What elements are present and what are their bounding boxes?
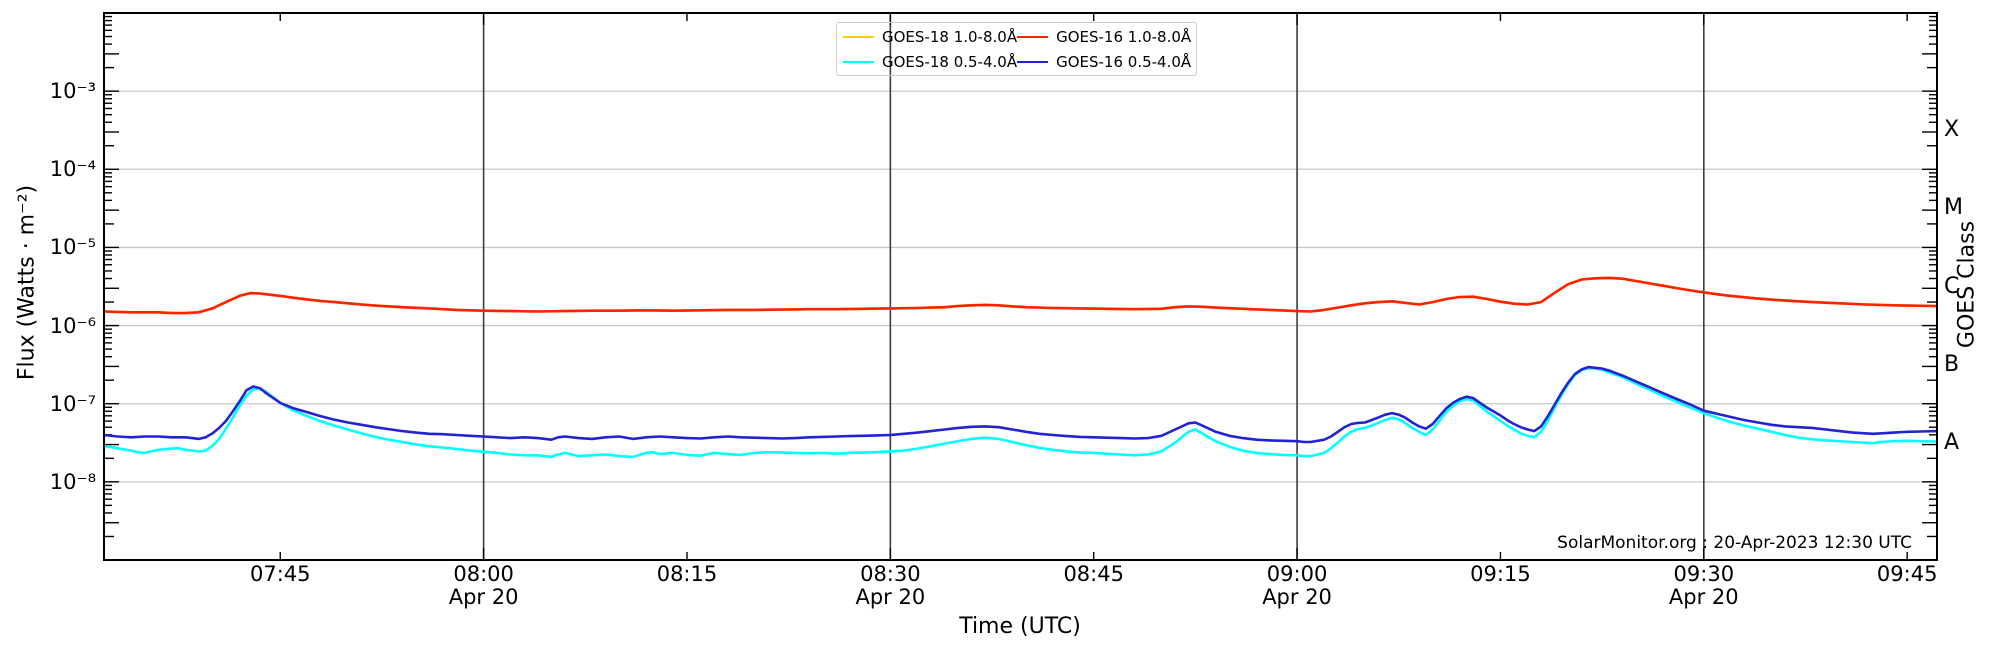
legend-line-swatch bbox=[843, 35, 874, 38]
series-line-goes-16-1-0-8-0- bbox=[104, 276, 1937, 315]
x-date-label: Apr 20 bbox=[448, 585, 519, 609]
goes-class-letter: B bbox=[1944, 351, 1960, 377]
x-tick-label: 08:15 bbox=[656, 562, 718, 586]
y-tick-label: 10⁻⁴ bbox=[49, 157, 96, 182]
legend-label: GOES-16 0.5-4.0Å bbox=[1056, 52, 1192, 71]
goes-class-letter: C bbox=[1944, 273, 1960, 299]
legend-line-swatch bbox=[843, 60, 874, 63]
legend-label: GOES-16 1.0-8.0Å bbox=[1056, 27, 1192, 46]
y-tick-label: 10⁻⁸ bbox=[49, 469, 96, 494]
plot-border bbox=[103, 12, 1938, 561]
x-axis-title-time: Time (UTC) bbox=[959, 614, 1081, 639]
goes-class-letter: M bbox=[1944, 195, 1963, 221]
x-tick-label: 08:00 bbox=[453, 562, 514, 586]
legend-item: GOES-18 0.5-4.0Å bbox=[843, 54, 1017, 70]
x-date-label: Apr 20 bbox=[855, 585, 926, 609]
x-tick-label: 09:15 bbox=[1470, 562, 1531, 586]
legend-item: GOES-16 0.5-4.0Å bbox=[1017, 54, 1191, 70]
y-tick-label: 10⁻³ bbox=[49, 79, 96, 104]
goes-class-letter: A bbox=[1944, 429, 1960, 455]
legend-line-swatch bbox=[1017, 60, 1049, 63]
legend-line-swatch bbox=[1017, 35, 1049, 38]
x-tick-label: 09:45 bbox=[1876, 562, 1938, 586]
legend: GOES-18 1.0-8.0Å GOES-18 0.5-4.0Å GOES-16 … bbox=[836, 22, 1197, 76]
x-tick-label: 08:45 bbox=[1063, 562, 1124, 586]
legend-item: GOES-16 1.0-8.0Å bbox=[1017, 29, 1191, 45]
y-tick-label: 10⁻⁵ bbox=[49, 235, 96, 260]
goes-class-letter: X bbox=[1944, 117, 1960, 143]
y-tick-label: 10⁻⁶ bbox=[49, 313, 96, 338]
legend-item: GOES-18 1.0-8.0Å bbox=[843, 29, 1017, 45]
x-tick-label: 08:30 bbox=[860, 562, 921, 586]
legend-label: GOES-18 0.5-4.0Å bbox=[882, 52, 1018, 71]
source-annotation: SolarMonitor.org : 20-Apr-2023 12:30 UTC bbox=[1557, 533, 1912, 553]
series-line-goes-16-0-5-4-0- bbox=[104, 365, 1937, 444]
x-date-label: Apr 20 bbox=[1262, 585, 1332, 609]
y-tick-label: 10⁻⁷ bbox=[49, 391, 96, 416]
x-tick-label: 09:00 bbox=[1266, 562, 1328, 586]
x-tick-label: 09:30 bbox=[1673, 562, 1735, 586]
legend-label: GOES-18 1.0-8.0Å bbox=[882, 27, 1018, 46]
x-tick-label: 07:45 bbox=[249, 562, 311, 586]
x-date-label: Apr 20 bbox=[1668, 585, 1739, 609]
series-line-goes-18-0-5-4-0- bbox=[104, 366, 1937, 459]
